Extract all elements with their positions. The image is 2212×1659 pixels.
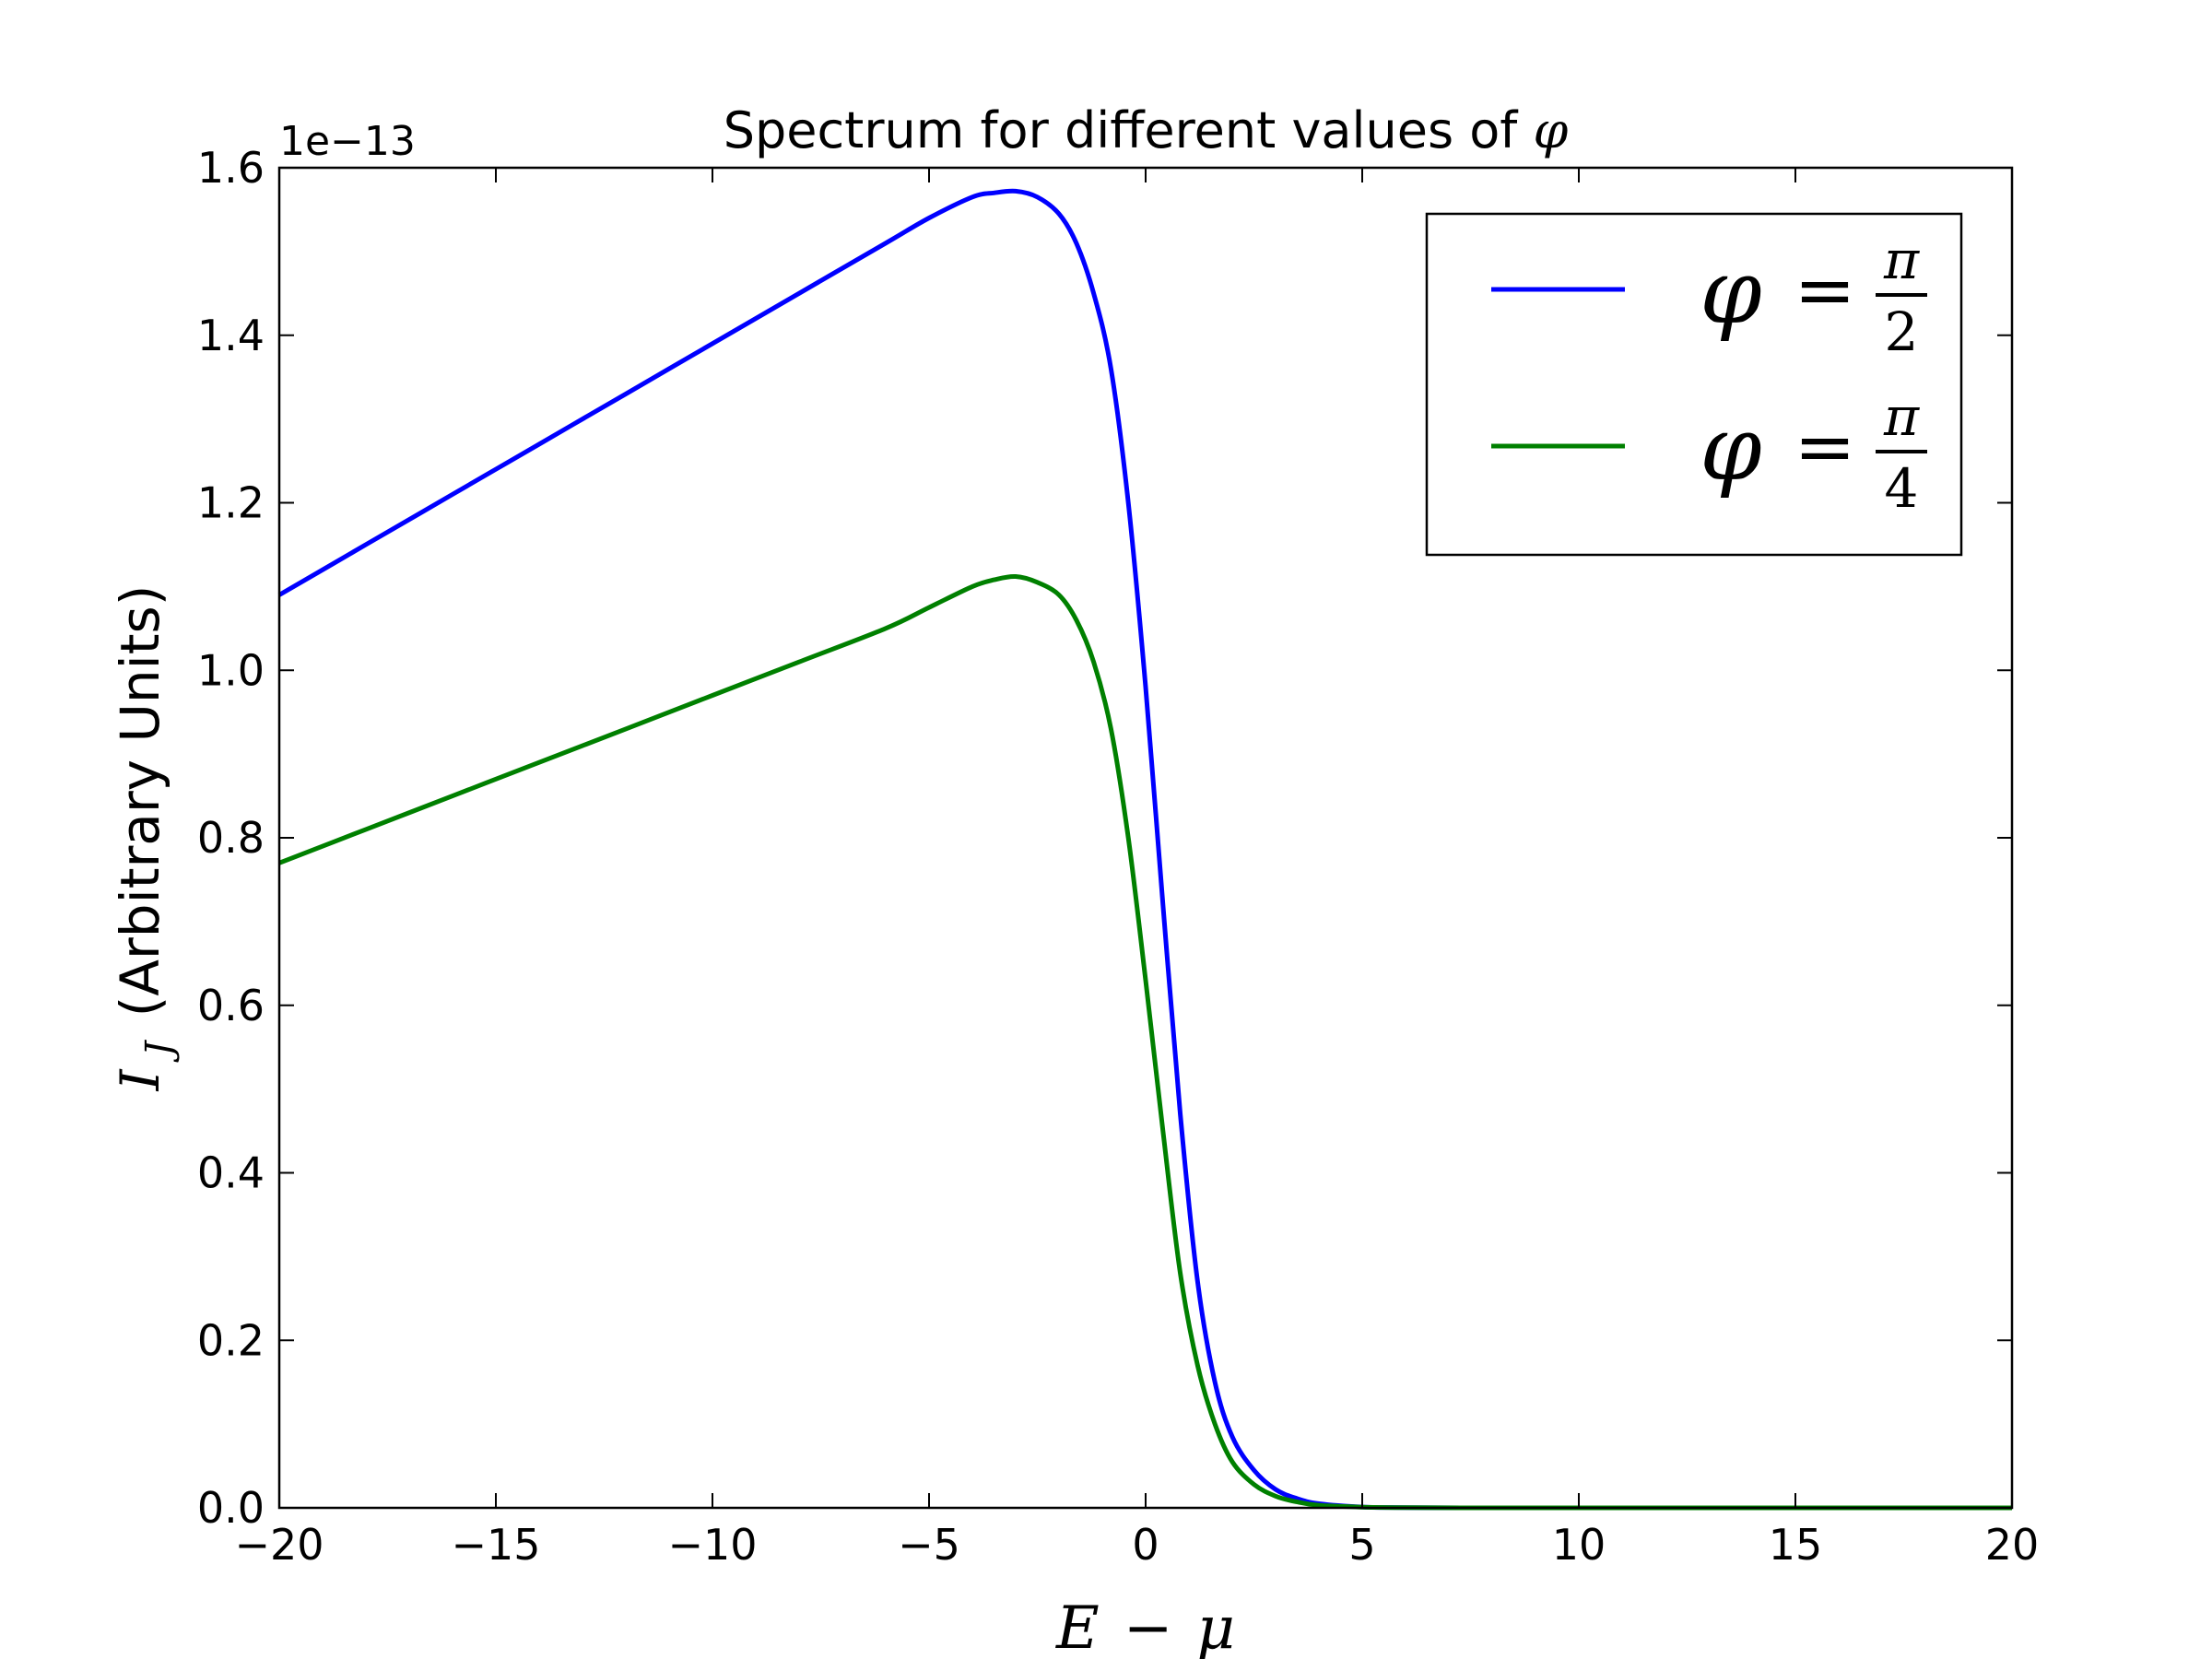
y-axis-label-text: (Arbitrary Units) <box>109 585 171 1018</box>
chart-title-symbol: φ <box>1533 101 1568 159</box>
legend-numerator: π <box>1883 229 1920 291</box>
x-tick-label: −15 <box>451 1520 540 1570</box>
x-tick-label: −10 <box>667 1520 757 1570</box>
x-axis-label: E − μ <box>1055 1594 1235 1659</box>
y-tick-label: 0.0 <box>197 1483 265 1533</box>
y-tick-label: 1.6 <box>197 143 265 193</box>
y-tick-label: 0.2 <box>197 1315 265 1365</box>
x-tick-label: 5 <box>1348 1520 1375 1570</box>
x-tick-label: 15 <box>1769 1520 1823 1570</box>
legend-symbol: φ <box>1700 397 1761 500</box>
legend-denominator: 4 <box>1885 457 1919 520</box>
x-axis-label-op: − <box>1124 1594 1173 1659</box>
legend-equals: = <box>1794 247 1855 333</box>
y-tick-label: 0.8 <box>197 813 265 863</box>
legend-box <box>1425 212 1963 557</box>
y-tick-label: 1.0 <box>197 645 265 695</box>
x-tick-label: 0 <box>1132 1520 1159 1570</box>
x-axis-label-rhs: μ <box>1196 1594 1235 1659</box>
y-tick-label: 0.6 <box>197 981 265 1030</box>
legend-denominator: 2 <box>1885 300 1919 363</box>
x-tick-label: 20 <box>1985 1520 2040 1570</box>
x-tick-label: −5 <box>898 1520 960 1570</box>
legend: φ = π 2 φ = π 4 <box>1425 212 1963 557</box>
chart-title-text: Spectrum for different values of <box>724 101 1520 159</box>
y-tick-label: 0.4 <box>197 1148 265 1198</box>
x-axis-label-lhs: E <box>1055 1594 1100 1659</box>
x-tick-label: −20 <box>234 1520 324 1570</box>
legend-symbol: φ <box>1700 241 1761 344</box>
legend-numerator: π <box>1883 385 1920 448</box>
y-axis-label: I J (Arbitrary Units) <box>109 585 183 1092</box>
legend-equals: = <box>1794 404 1855 489</box>
y-axis-label-symbol: I <box>109 1068 171 1091</box>
chart-title: Spectrum for different values of φ <box>724 101 1569 159</box>
y-tick-label: 1.2 <box>197 478 265 528</box>
x-tick-label: 10 <box>1552 1520 1606 1570</box>
ticks-layer: −20 −15 −10 −5 0 5 10 15 20 0.0 0.2 0.4 0.6 0.8 1.0 1.2… <box>197 143 2039 1570</box>
y-tick-label: 1.4 <box>197 311 265 360</box>
y-offset-label: 1e−13 <box>279 118 416 165</box>
